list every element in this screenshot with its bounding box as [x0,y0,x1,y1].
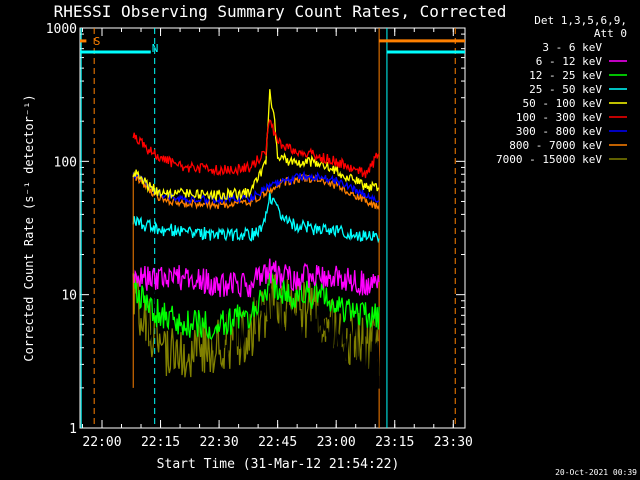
x-tick-label: 23:15 [375,435,414,450]
legend-label: 3 - 6 keV [542,41,602,54]
legend-label: 25 - 50 keV [529,83,602,96]
x-tick-label: 22:30 [200,435,239,450]
x-tick-label: 22:15 [141,435,180,450]
x-axis: 22:00 22:15 22:30 22:45 23:00 23:15 23:30 [81,28,473,450]
legend-label: 6 - 12 keV [536,55,603,68]
legend-label: 7000 - 15000 keV [496,153,602,166]
y-tick-label: 1 [69,422,77,437]
legend-label: 300 - 800 keV [516,125,602,138]
legend-header: Det 1,3,5,6,9, [534,14,627,27]
y-axis-label: Corrected Count Rate (s⁻¹ detector⁻¹) [22,94,36,361]
y-axis: 1 10 100 1000 [46,22,465,437]
y-tick-label: 1000 [46,22,77,37]
x-tick-label: 22:45 [258,435,297,450]
data-series [132,89,380,400]
plot-frame [79,27,466,429]
flag-label: S [94,35,101,48]
series-line [132,170,380,206]
x-axis-label: Start Time (31-Mar-12 21:54:22) [157,457,400,472]
footer-stamp: 20-Oct-2021 00:39 [555,468,637,477]
legend-label: 12 - 25 keV [529,69,602,82]
legend-header: Att 0 [594,27,627,40]
series-line [132,190,380,244]
x-tick-label: 23:00 [317,435,356,450]
y-tick-label: 100 [54,155,77,170]
x-tick-label: 23:30 [434,435,473,450]
event-markers [80,28,456,428]
series-line [132,118,380,179]
y-tick-label: 10 [61,289,77,304]
attenuator-segments [80,39,465,54]
legend-label: 800 - 7000 keV [509,139,602,152]
x-tick-label: 22:00 [82,435,121,450]
flag-label: N [152,42,159,55]
series-line [132,258,380,298]
legend-label: 50 - 100 keV [523,97,603,110]
series-line [132,241,380,400]
series-line [132,272,380,340]
flag-labels: SN [94,35,159,55]
chart-title: RHESSI Observing Summary Count Rates, Co… [54,2,507,21]
legend-label: 100 - 300 keV [516,111,602,124]
series-line [132,89,380,203]
